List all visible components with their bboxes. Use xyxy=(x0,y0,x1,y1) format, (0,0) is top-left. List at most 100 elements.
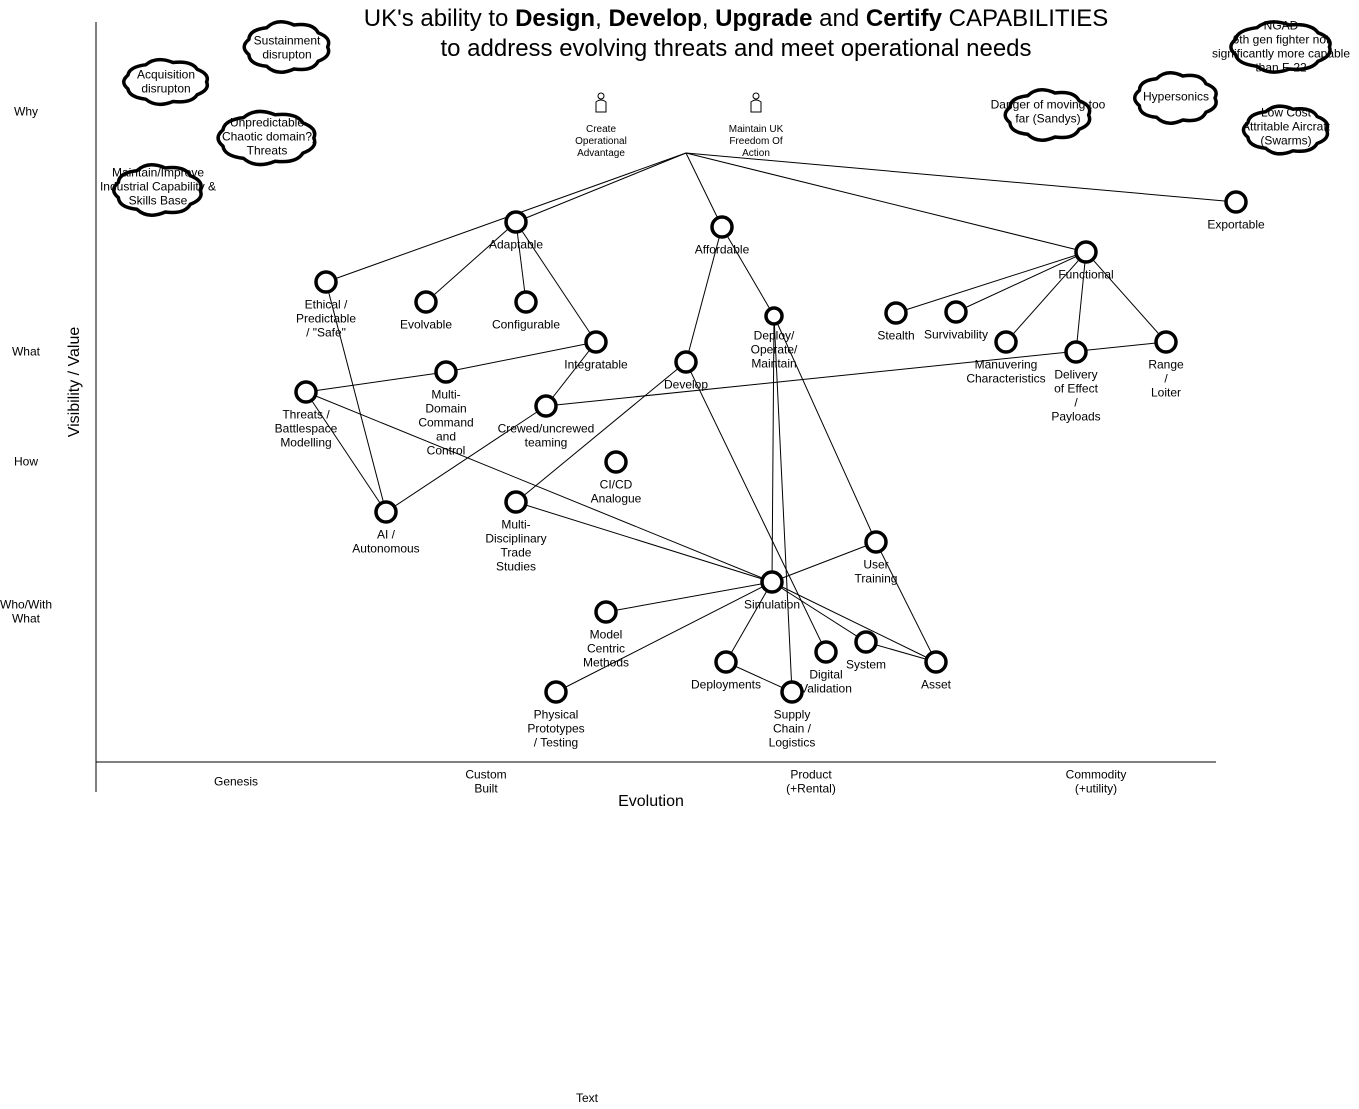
component-digital[interactable]: Digital Validation xyxy=(800,640,852,696)
component-trade[interactable]: Multi-Disciplinary Trade Studies xyxy=(485,490,547,574)
component-node-icon[interactable] xyxy=(884,301,908,325)
component-stealth[interactable]: Stealth xyxy=(877,301,915,343)
component-configurable[interactable]: Configurable xyxy=(492,290,560,332)
user-u2[interactable]: Maintain UK Freedom Of Action xyxy=(729,92,784,159)
cloud-unpredictable[interactable]: Unpredictable (Chaotic domain?) Threats xyxy=(216,109,317,167)
link-affordable-develop xyxy=(685,226,723,363)
cloud-danger[interactable]: Danger of moving too far (Sandys) xyxy=(991,88,1106,142)
component-node-icon[interactable] xyxy=(434,360,458,384)
cloud-lowcost[interactable]: Low Cost Attritable Aircraft (Swarms) xyxy=(1241,104,1331,156)
cloud-shape-icon[interactable] xyxy=(242,20,331,74)
component-exportable[interactable]: Exportable xyxy=(1207,190,1265,232)
component-survivability[interactable]: Survivability xyxy=(924,300,988,342)
component-ai[interactable]: AI / Autonomous xyxy=(352,500,420,556)
component-node-icon[interactable] xyxy=(714,650,738,674)
component-label: Adaptable xyxy=(489,238,543,252)
link-trade-simulation xyxy=(515,501,773,583)
component-node-icon[interactable] xyxy=(674,350,698,374)
component-evolvable[interactable]: Evolvable xyxy=(400,290,452,332)
component-node-icon[interactable] xyxy=(710,215,734,239)
component-node-icon[interactable] xyxy=(374,500,398,524)
cloud-shape-icon[interactable] xyxy=(1003,88,1092,142)
component-system[interactable]: System xyxy=(846,630,886,672)
y-axis-title: Visibility / Value xyxy=(66,327,83,438)
stage-label-0: Genesis xyxy=(214,775,258,789)
component-node-icon[interactable] xyxy=(1064,340,1088,364)
component-node-icon[interactable] xyxy=(514,290,538,314)
users: Create Operational Advantage Maintain UK Fre… xyxy=(575,92,784,159)
component-threats[interactable]: Threats / Battlespace Modelling xyxy=(275,380,338,450)
component-simulation[interactable]: Simulation xyxy=(744,570,800,612)
component-develop[interactable]: Develop xyxy=(664,350,708,392)
cloud-industrial[interactable]: Maintain/Improve Industrial Capability & S… xyxy=(100,163,216,217)
component-asset[interactable]: Asset xyxy=(921,650,952,692)
user-u1[interactable]: Create Operational Advantage xyxy=(575,92,627,159)
component-label: Stealth xyxy=(877,329,914,343)
dependency-links xyxy=(305,152,1237,693)
component-node-icon[interactable] xyxy=(924,650,948,674)
component-mdc2[interactable]: Multi-Domain Command and Control xyxy=(418,360,474,458)
axes xyxy=(95,22,1216,792)
component-node-icon[interactable] xyxy=(534,394,558,418)
component-usertraining[interactable]: User Training xyxy=(855,530,898,586)
component-adaptable[interactable]: Adaptable xyxy=(489,210,543,252)
component-range[interactable]: Range / Loiter xyxy=(1148,330,1184,400)
cloud-hypersonics[interactable]: Hypersonics xyxy=(1132,71,1218,125)
component-node-icon[interactable] xyxy=(504,490,528,514)
component-node-icon[interactable] xyxy=(780,680,804,704)
cloud-acquisition[interactable]: Acquisition disrupton xyxy=(122,57,210,107)
cloud-shape-icon[interactable] xyxy=(1132,71,1218,125)
component-node-icon[interactable] xyxy=(864,530,888,554)
component-label: Physical Prototypes / Testing xyxy=(527,708,584,750)
component-node-icon[interactable] xyxy=(594,600,618,624)
user-head-icon xyxy=(752,92,760,100)
component-manuvering[interactable]: Manuvering Characteristics xyxy=(966,330,1046,386)
cloud-shape-icon[interactable] xyxy=(1229,20,1332,74)
user-body-icon xyxy=(750,99,762,113)
component-integratable[interactable]: Integratable xyxy=(564,330,628,372)
component-crewed[interactable]: Crewed/uncrewed teaming xyxy=(498,394,595,450)
cloud-shape-icon[interactable] xyxy=(216,109,317,167)
component-label: Configurable xyxy=(492,318,560,332)
component-node-icon[interactable] xyxy=(584,330,608,354)
component-physical[interactable]: Physical Prototypes / Testing xyxy=(527,680,585,750)
component-node-icon[interactable] xyxy=(1154,330,1178,354)
component-deployments[interactable]: Deployments xyxy=(691,650,761,692)
component-node-icon[interactable] xyxy=(544,680,568,704)
component-node-icon[interactable] xyxy=(764,306,784,326)
component-node-icon[interactable] xyxy=(760,570,784,594)
component-node-icon[interactable] xyxy=(414,290,438,314)
component-node-icon[interactable] xyxy=(604,450,628,474)
cloud-shape-icon[interactable] xyxy=(1241,104,1330,156)
component-functional[interactable]: Functional xyxy=(1058,240,1114,282)
link-hub-exportable xyxy=(685,152,1237,203)
component-ethical[interactable]: Ethical / Predictable / "Safe" xyxy=(296,270,356,340)
component-node-icon[interactable] xyxy=(1224,190,1248,214)
component-node-icon[interactable] xyxy=(814,640,838,664)
component-node-icon[interactable] xyxy=(944,300,968,324)
component-label: Exportable xyxy=(1207,218,1265,232)
link-simulation-system xyxy=(771,581,867,643)
component-node-icon[interactable] xyxy=(314,270,338,294)
footer-text[interactable]: Text xyxy=(575,1091,598,1105)
component-node-icon[interactable] xyxy=(854,630,878,654)
component-delivery[interactable]: Delivery of Effect / Payloads xyxy=(1051,340,1101,424)
link-hub-affordable xyxy=(685,152,723,228)
component-supply[interactable]: Supply Chain / Logistics xyxy=(769,680,816,750)
component-deploy[interactable]: Deploy/Operate/Maintain xyxy=(751,306,798,371)
cloud-shape-icon[interactable] xyxy=(122,57,210,107)
cloud-shape-icon[interactable] xyxy=(111,163,203,217)
component-node-icon[interactable] xyxy=(1074,240,1098,264)
component-affordable[interactable]: Affordable xyxy=(695,215,750,257)
component-label: Asset xyxy=(921,678,952,692)
link-adaptable-configurable xyxy=(515,221,527,303)
cloud-sustainment[interactable]: Sustainment disrupton xyxy=(242,20,331,74)
component-label: Integratable xyxy=(564,358,628,372)
component-node-icon[interactable] xyxy=(504,210,528,234)
component-model[interactable]: Model Centric Methods xyxy=(583,600,629,670)
component-cicd[interactable]: CI/CD Analogue xyxy=(591,450,642,506)
component-node-icon[interactable] xyxy=(994,330,1018,354)
link-usertraining-asset xyxy=(875,541,937,663)
cloud-ngad[interactable]: NGAD 6th gen fighter not significantly mor… xyxy=(1212,19,1350,75)
component-node-icon[interactable] xyxy=(294,380,318,404)
